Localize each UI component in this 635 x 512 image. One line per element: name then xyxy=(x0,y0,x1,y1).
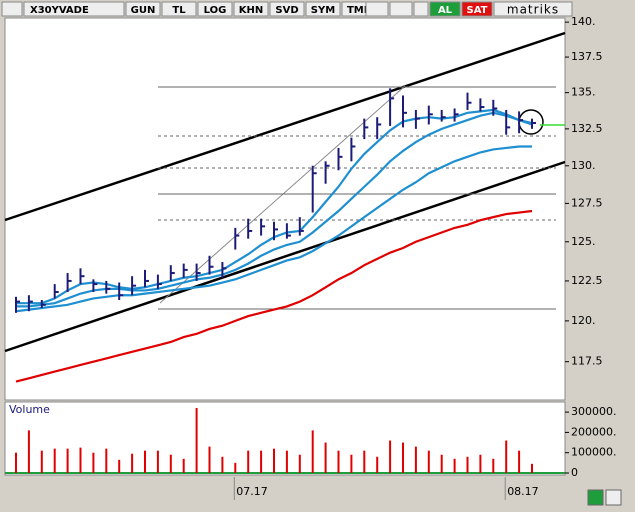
twitter-icon[interactable] xyxy=(365,1,389,17)
y-tick-label: 300000. xyxy=(571,405,617,418)
brand: matriks xyxy=(507,3,559,17)
toolbar: X30YVADE GUN TL LOG KHN SVD SYM TMP AL SAT mat… xyxy=(1,1,573,17)
edit-icon[interactable] xyxy=(389,1,413,17)
toolbar-button[interactable] xyxy=(305,1,341,17)
y-tick-label: 122.5 xyxy=(571,274,603,287)
price-panel xyxy=(4,17,566,401)
toolbar-button-label: KHN xyxy=(239,5,264,16)
moving-average xyxy=(15,209,533,383)
toolbar-button[interactable] xyxy=(161,1,197,17)
symbol-box[interactable] xyxy=(23,1,125,17)
toolbar-button-label: TMP xyxy=(347,5,371,16)
y-tick-label: 117.5 xyxy=(571,355,603,368)
trend-channel-upper xyxy=(4,31,566,222)
button-group: GUN TL LOG KHN SVD SYM TMP xyxy=(125,1,377,17)
x-tick-label: 08.17 xyxy=(507,485,539,498)
toolbar-button[interactable] xyxy=(125,1,161,17)
refresh-button[interactable] xyxy=(587,489,604,506)
brand-box xyxy=(493,1,573,17)
y-tick-label: 120. xyxy=(571,314,596,327)
sell-button[interactable] xyxy=(461,1,493,17)
drawings xyxy=(4,31,566,353)
symbol: X30YVADE xyxy=(30,5,89,16)
menu-icon[interactable] xyxy=(1,1,23,17)
buy-button[interactable] xyxy=(429,1,461,17)
toolbar-button[interactable] xyxy=(197,1,233,17)
settings-button[interactable] xyxy=(605,489,622,506)
buy-label: AL xyxy=(438,5,453,16)
toolbar-button[interactable] xyxy=(269,1,305,17)
volume-title: Volume xyxy=(9,403,50,416)
toolbar-button-label: GUN xyxy=(131,5,156,16)
y-tick-label: 125. xyxy=(571,235,596,248)
y-tick-label: 132.5 xyxy=(571,122,603,135)
x-tick-label: 07.17 xyxy=(236,485,267,498)
moving-average xyxy=(15,145,532,313)
toolbar-button-label: SYM xyxy=(311,5,335,16)
y-tick-label: 127.5 xyxy=(571,196,603,209)
toolbar-button-label: TL xyxy=(172,5,186,16)
volume-panel xyxy=(4,401,566,476)
sell-label: SAT xyxy=(467,5,488,16)
y-tick-label: 200000. xyxy=(571,425,617,438)
y-tick-label: 140. xyxy=(571,15,596,28)
y-tick-label: 130. xyxy=(571,159,596,172)
y-tick-label: 135. xyxy=(571,86,596,99)
y-tick-label: 100000. xyxy=(571,446,617,459)
y-tick-label: 137.5 xyxy=(571,50,603,63)
link-icon[interactable] xyxy=(413,1,429,17)
toolbar-button[interactable] xyxy=(233,1,269,17)
toolbar-button-label: SVD xyxy=(275,5,298,16)
toolbar-button-label: LOG xyxy=(204,5,227,16)
moving-average xyxy=(16,111,533,308)
y-tick-label: 0 xyxy=(571,466,578,479)
